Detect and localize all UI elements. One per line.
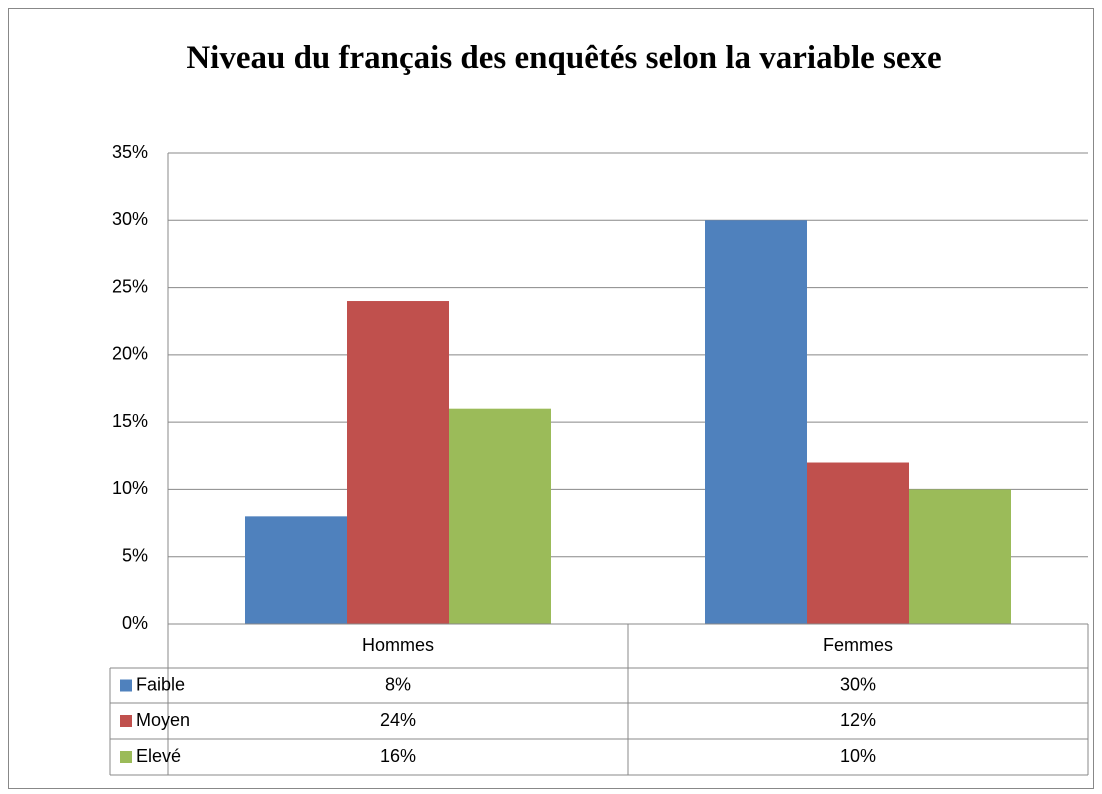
x-tick-label: Hommes [362, 635, 434, 655]
legend-label: Moyen [136, 710, 190, 730]
table-cell: 16% [380, 746, 416, 766]
y-tick-label: 10% [112, 478, 148, 498]
table-cell: 30% [840, 674, 876, 694]
chart-border [8, 8, 1094, 789]
bar [807, 462, 909, 624]
table-cell: 8% [385, 674, 411, 694]
y-tick-label: 15% [112, 411, 148, 431]
table-cell: 24% [380, 710, 416, 730]
y-tick-label: 20% [112, 344, 148, 364]
y-tick-label: 30% [112, 209, 148, 229]
chart-title: Niveau du français des enquêtés selon la… [186, 40, 942, 76]
legend-key [120, 715, 132, 727]
bar [909, 489, 1011, 624]
bar [347, 301, 449, 624]
table-cell: 10% [840, 746, 876, 766]
y-tick-label: 35% [112, 142, 148, 162]
bar [245, 516, 347, 624]
legend-key [120, 751, 132, 763]
bar [449, 408, 551, 624]
table-cell: 12% [840, 710, 876, 730]
legend-label: Elevé [136, 746, 181, 766]
bar [705, 220, 807, 625]
y-tick-label: 0% [122, 613, 148, 633]
legend-label: Faible [136, 674, 185, 694]
x-tick-label: Femmes [823, 635, 893, 655]
y-tick-label: 5% [122, 545, 148, 565]
y-tick-label: 25% [112, 276, 148, 296]
legend-key [120, 679, 132, 692]
